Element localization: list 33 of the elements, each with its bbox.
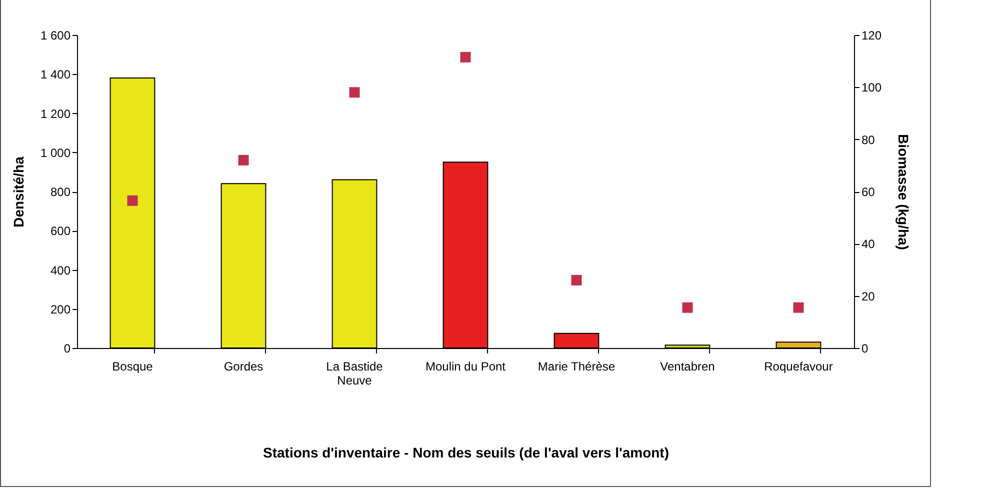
- x-tick-label: Moulin du Pont: [425, 360, 506, 374]
- y2-tick-label: 40: [862, 237, 876, 252]
- y-axis-title: Densité/ha: [10, 156, 26, 228]
- x-tick-label: La Bastide Neuve: [326, 360, 384, 388]
- y-tick-label: 1 600: [40, 28, 71, 42]
- y2-tick-label: 60: [862, 185, 876, 199]
- point: [460, 52, 471, 62]
- y2-axis-title: Biomasse (kg/ha): [896, 134, 912, 250]
- point: [238, 154, 249, 166]
- y2-tick-label: 0: [862, 342, 868, 356]
- x-axis-title: Stations d'inventaire - Nom des seuils (de l'aval vers l'amont): [263, 444, 669, 460]
- y-tick-label: 800: [50, 185, 71, 199]
- y2-tick-label: 120: [862, 28, 882, 42]
- x-tick-label: Roquefavour: [764, 360, 833, 374]
- y-tick-label: 1 200: [40, 106, 71, 121]
- y-tick-label: 600: [50, 224, 71, 238]
- y-tick-label: 1 000: [40, 146, 71, 160]
- point: [349, 87, 360, 98]
- y2-tick-label: 80: [862, 132, 876, 147]
- point: [127, 195, 138, 206]
- x-tick-label: Ventabren: [660, 360, 715, 374]
- point: [682, 302, 693, 313]
- y2-tick-label: 20: [862, 289, 876, 304]
- point: [571, 274, 582, 286]
- point: [793, 302, 804, 313]
- x-tick-label: Marie Thérèse: [538, 360, 616, 374]
- y-tick-label: 200: [50, 302, 71, 316]
- x-tick-label: Gordes: [224, 360, 264, 374]
- x-tick-label: Bosque: [112, 360, 154, 374]
- y-tick-label: 400: [50, 263, 71, 278]
- y-tick-label: 0: [64, 342, 71, 356]
- y2-tick-label: 100: [862, 80, 882, 95]
- y-tick-label: 1 400: [40, 68, 71, 82]
